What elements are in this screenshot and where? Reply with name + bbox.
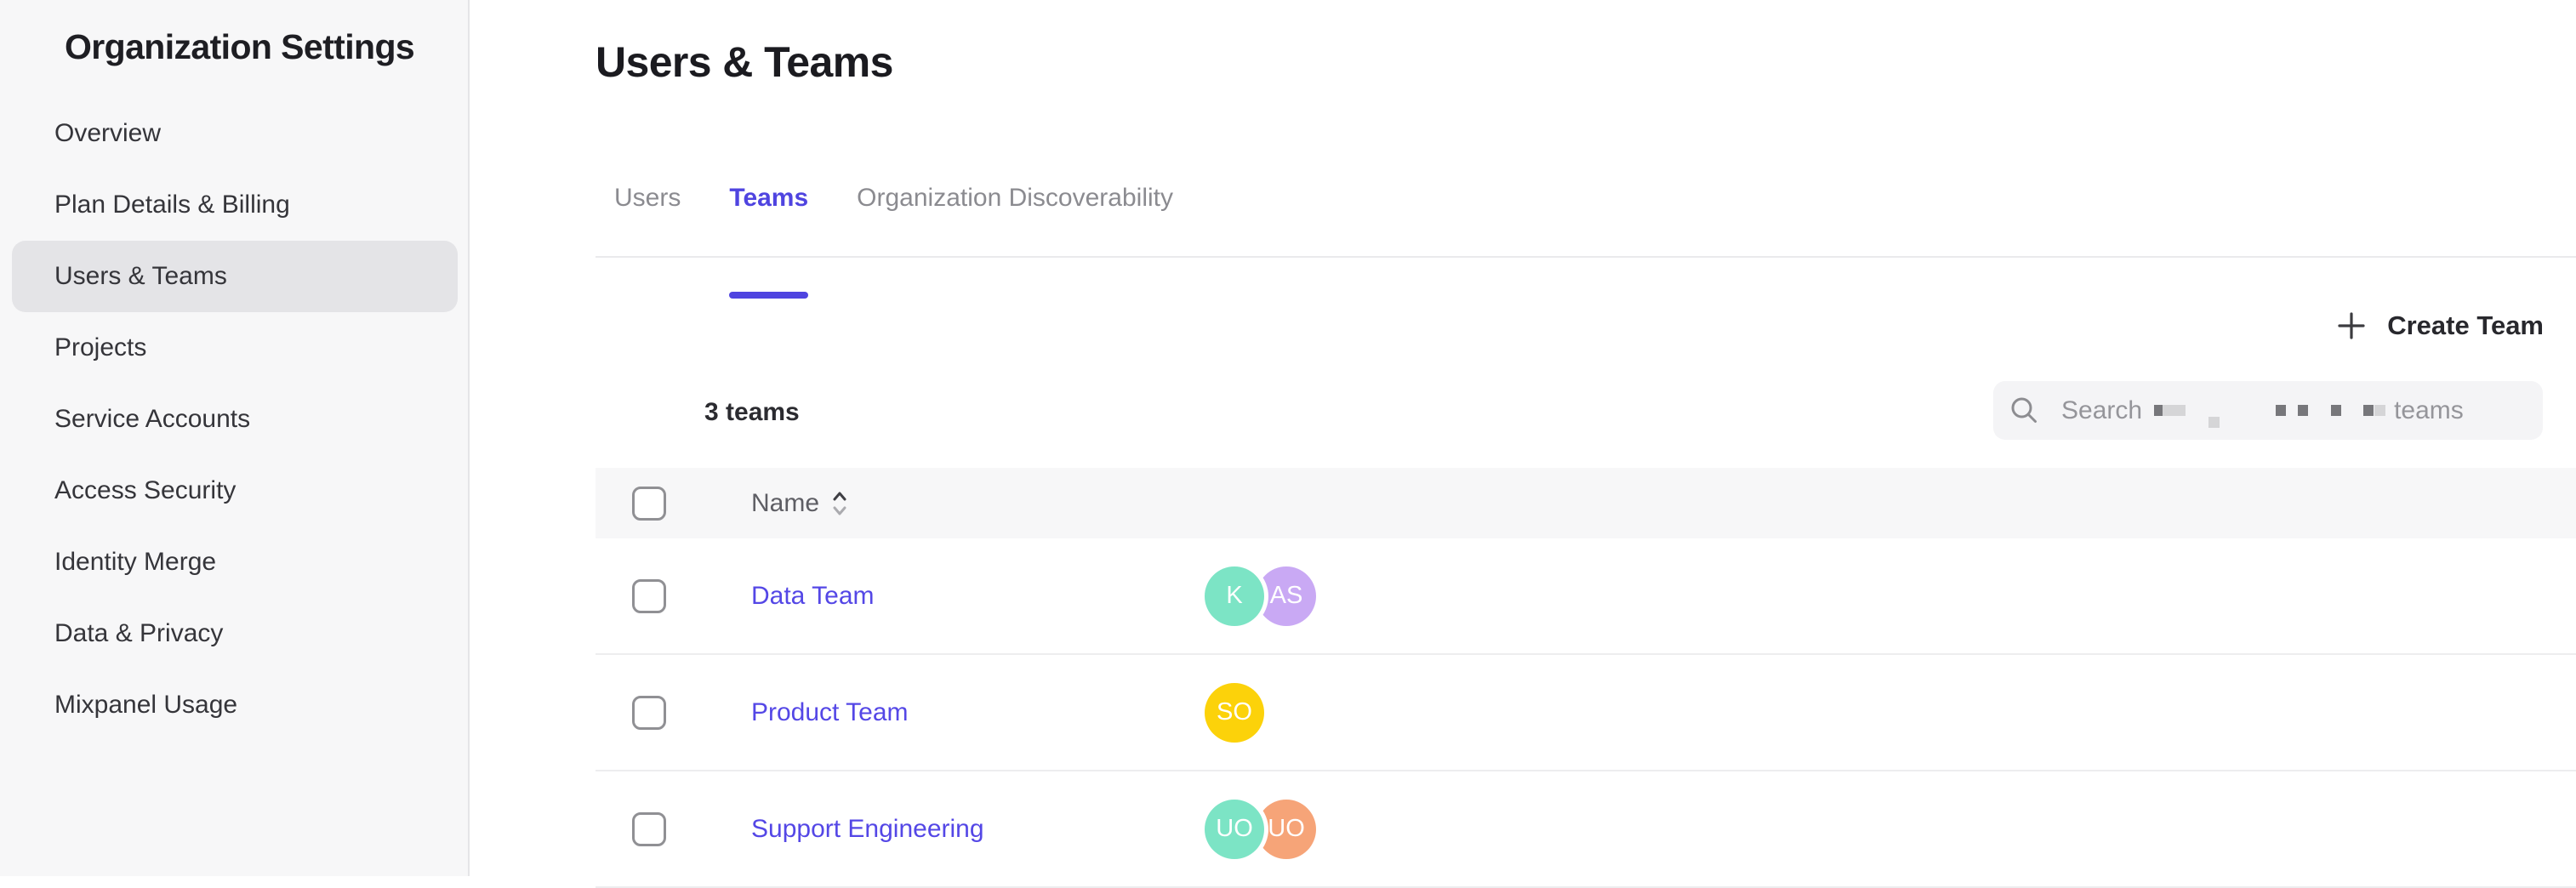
placeholder-text: Search — [2061, 396, 2143, 424]
sort-icon — [819, 490, 848, 517]
sidebar-item-identity-merge[interactable]: Identity Merge — [54, 548, 217, 576]
team-name-link[interactable]: Product Team — [751, 697, 909, 726]
row-checkbox[interactable] — [632, 578, 666, 613]
sidebar-item-service-accounts[interactable]: Service Accounts — [54, 405, 251, 433]
table-body: Data Team K AS Product Team SO Support Engine… — [596, 538, 2576, 888]
sidebar-item-projects[interactable]: Projects — [54, 333, 147, 361]
plus-icon — [2334, 309, 2368, 343]
tab-teams[interactable]: Teams — [729, 183, 809, 299]
name-column-header[interactable]: Name — [751, 489, 848, 518]
redacted-text-block — [2276, 405, 2287, 416]
row-checkbox[interactable] — [632, 811, 666, 846]
table-row-support-engineering: Support Engineering UO UO — [596, 771, 2576, 888]
member-avatar: SO — [1205, 682, 1264, 743]
avatar-stack: K AS — [1205, 566, 1316, 626]
table-row-product-team: Product Team SO — [596, 655, 2576, 771]
avatar-stack: SO — [1205, 682, 1264, 743]
sidebar-item-users-teams[interactable]: Users & Teams — [12, 241, 458, 312]
member-avatar: K — [1205, 566, 1264, 626]
redacted-text-block — [2331, 405, 2342, 416]
teams-table: Name Data Team K AS Product Team SO Support E… — [596, 468, 2576, 888]
sidebar-nav: Overview Plan Details & Billing Users & Te… — [0, 98, 468, 741]
search-placeholder: Search teams — [2061, 396, 2464, 428]
tab-users[interactable]: Users — [614, 184, 681, 212]
team-name-link[interactable]: Support Engineering — [751, 814, 984, 843]
member-avatar: UO — [1257, 799, 1316, 859]
tab-organization-discoverability[interactable]: Organization Discoverability — [857, 184, 1173, 212]
sidebar-item-access-security[interactable]: Access Security — [54, 476, 237, 504]
redacted-text-block — [2208, 417, 2220, 428]
create-team-label: Create Team — [2387, 310, 2544, 340]
avatar-stack: UO UO — [1205, 799, 1316, 859]
page-title: Users & Teams — [596, 38, 893, 86]
team-search-input[interactable]: Search teams — [1993, 381, 2543, 440]
main-content: Users & Teams Users Teams Organization Dis… — [471, 0, 2576, 888]
redacted-text-block — [2163, 405, 2186, 416]
row-checkbox[interactable] — [632, 695, 666, 730]
placeholder-text: teams — [2394, 396, 2464, 424]
select-all-checkbox[interactable] — [632, 486, 666, 521]
sidebar-item-overview[interactable]: Overview — [54, 119, 162, 147]
redacted-text-block — [2374, 405, 2386, 416]
sidebar-item-mixpanel-usage[interactable]: Mixpanel Usage — [54, 691, 238, 719]
create-team-button[interactable]: Create Team — [2334, 306, 2544, 345]
sidebar-item-plan-details-billing[interactable]: Plan Details & Billing — [54, 191, 290, 219]
team-name-link[interactable]: Data Team — [751, 581, 875, 610]
redacted-text-block — [2154, 405, 2163, 416]
tab-bar: Users Teams Organization Discoverability — [596, 183, 2576, 299]
redacted-text-block — [2298, 405, 2309, 416]
sidebar: Organization Settings Overview Plan Detai… — [0, 0, 470, 876]
sidebar-title: Organization Settings — [65, 27, 415, 66]
table-row-data-team: Data Team K AS — [596, 538, 2576, 655]
table-header-row: Name — [596, 468, 2576, 538]
active-tab-indicator — [729, 292, 809, 299]
redacted-text-block — [2363, 405, 2374, 416]
search-icon — [2009, 395, 2061, 427]
sidebar-item-data-privacy[interactable]: Data & Privacy — [54, 619, 224, 647]
name-column-label: Name — [751, 488, 820, 517]
member-avatar: UO — [1205, 799, 1264, 859]
member-avatar: AS — [1257, 566, 1316, 626]
teams-count: 3 teams — [704, 398, 800, 426]
